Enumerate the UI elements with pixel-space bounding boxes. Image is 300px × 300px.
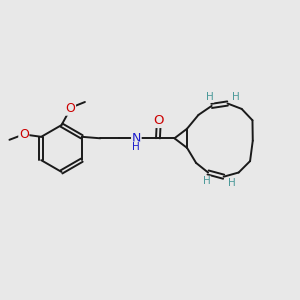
Text: O: O (153, 114, 164, 128)
Text: H: H (203, 176, 210, 186)
Text: H: H (133, 142, 140, 152)
Text: O: O (66, 102, 75, 115)
Text: H: H (206, 92, 214, 103)
Text: H: H (232, 92, 240, 103)
Text: N: N (132, 132, 141, 145)
Text: H: H (228, 178, 236, 188)
Text: O: O (19, 128, 29, 141)
